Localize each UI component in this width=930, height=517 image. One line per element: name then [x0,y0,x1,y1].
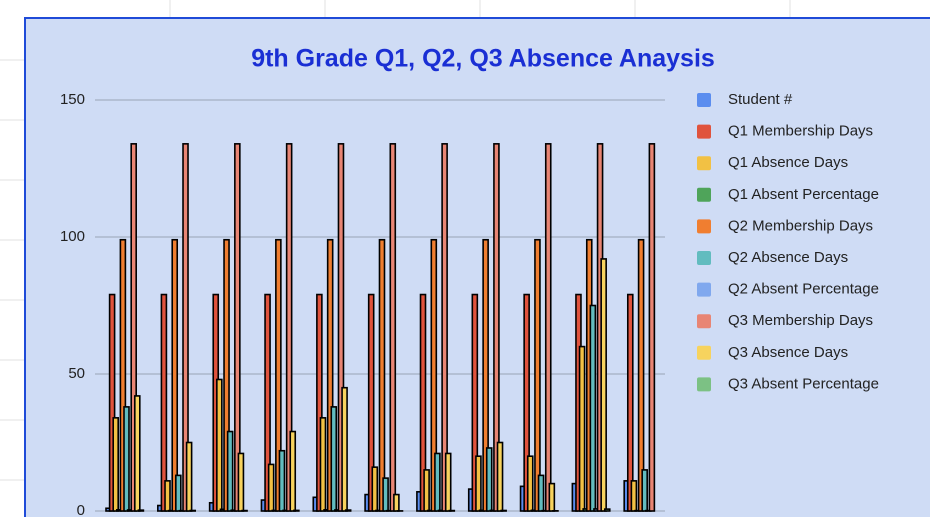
legend-label: Q2 Absent Percentage [728,281,879,298]
bar [482,238,489,512]
y-tick-label: 150 [60,91,85,108]
legend-swatch [697,377,711,392]
legend-swatch [697,187,711,202]
bar [237,452,245,512]
bar [108,293,116,512]
legend-label: Q1 Membership Days [728,123,873,140]
bar [326,238,334,512]
bar [175,474,182,512]
legend-swatch [697,314,711,329]
bar [371,466,379,512]
bar [264,293,271,512]
bar [441,143,448,512]
bar [341,386,348,512]
legend-swatch [697,251,711,265]
bar [134,395,141,512]
bar [344,509,352,512]
bar [337,143,345,512]
y-tick-label: 0 [77,502,85,517]
bar [119,238,127,512]
bar [189,509,197,512]
bar [600,258,607,512]
bar [378,238,386,512]
bar [626,293,634,512]
y-tick-label: 100 [60,228,85,245]
bar [164,480,171,512]
legend-label: Q2 Absence Days [728,249,848,266]
bar [285,143,293,512]
bar [641,469,648,512]
bar [275,238,282,512]
bar [589,304,597,512]
legend-label: Student # [728,91,793,108]
bar [234,143,241,512]
bar [137,509,145,512]
legend-label: Q3 Absent Percentage [728,375,879,392]
bar [534,238,541,512]
legend-label: Q3 Membership Days [728,312,873,329]
legend-swatch [697,156,711,171]
bar [123,406,130,512]
bar [393,493,400,512]
bar [223,238,230,512]
bar [423,469,430,512]
bar [367,293,375,512]
bar [226,430,234,512]
bar [526,455,534,512]
bar [500,509,507,512]
bar [537,474,545,512]
bar [430,238,438,512]
bar [389,143,397,512]
bar [267,463,275,512]
chart-title: 9th Grade Q1, Q2, Q3 Absence Anaysis [251,45,715,73]
bar [544,143,552,512]
bar [185,441,193,512]
bar [316,293,323,512]
legend-label: Q1 Absence Days [728,154,848,171]
legend-swatch [697,93,711,107]
bar [475,455,482,512]
bar [289,430,297,512]
bar [160,293,168,512]
bar [382,477,389,512]
y-tick-label: 50 [68,365,85,382]
bar [293,509,300,512]
bar [330,406,338,512]
legend-swatch [697,282,711,297]
bar [637,238,645,512]
bar [419,293,427,512]
bar [630,480,638,512]
bar [603,508,611,512]
legend-label: Q1 Absent Percentage [728,186,879,203]
bar [171,238,179,512]
bar [471,293,479,512]
bar [278,449,286,512]
bar [578,345,586,512]
bar [182,143,189,512]
bar [444,452,452,512]
bar [485,447,493,512]
legend-swatch [697,124,711,139]
legend-swatch [697,345,711,360]
bar [548,482,556,512]
bar [523,293,530,512]
bar [493,143,500,512]
bar [648,143,656,512]
legend-swatch [697,219,711,234]
legend-label: Q3 Absence Days [728,344,848,361]
bar [434,452,441,512]
bar [319,417,327,512]
bar [112,417,119,512]
sheet-grid [0,0,791,481]
legend-label: Q2 Membership Days [728,217,873,234]
bar [130,143,137,512]
bar [216,378,223,512]
bar [496,441,504,512]
